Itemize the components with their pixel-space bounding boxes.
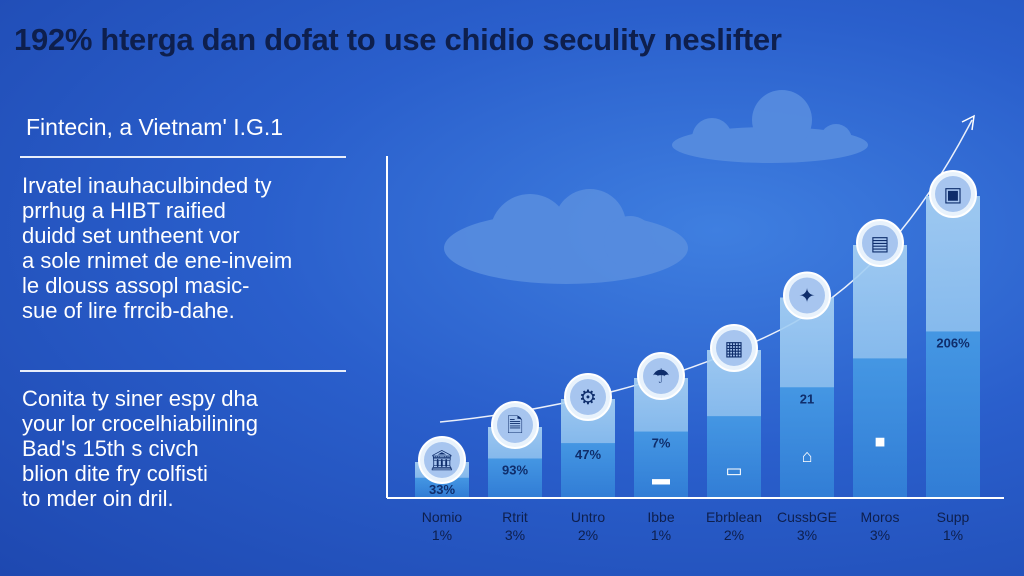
paragraph-line: your lor crocelhiabilining bbox=[22, 411, 259, 436]
divider-top bbox=[20, 156, 346, 158]
paragraph-line: sue of lire frrcib-dahe. bbox=[22, 298, 235, 323]
category-value: 3% bbox=[797, 527, 817, 543]
building-icon: ▣ bbox=[944, 184, 963, 206]
house-icon: ⌂ bbox=[802, 446, 813, 466]
bar-group: ▭▦ bbox=[707, 324, 761, 497]
category-value: 1% bbox=[651, 527, 671, 543]
paragraph-line: Bad's 15th s civch bbox=[22, 436, 199, 461]
bar-icon-badge bbox=[564, 373, 612, 421]
page-subtitle: Fintecin, a Vietnam' I.G.1 bbox=[26, 114, 284, 140]
bar-icon-badge bbox=[637, 352, 685, 400]
category-value: 1% bbox=[943, 527, 963, 543]
bar-group: 206% ▣ bbox=[926, 170, 980, 497]
bar-lower-segment bbox=[561, 443, 615, 497]
paragraph-line: duidd set untheent vor bbox=[22, 223, 240, 248]
umbrella-icon: ☂ bbox=[652, 366, 670, 388]
bar-group: 21 ⌂ ✦ bbox=[780, 271, 834, 497]
cloud-large bbox=[444, 189, 688, 284]
bar-icon-badge bbox=[491, 401, 539, 449]
money-icon: ▬ bbox=[652, 468, 670, 488]
bar-lower-segment bbox=[707, 416, 761, 497]
category-label: Ibbe bbox=[647, 509, 674, 525]
category-label: Moros bbox=[861, 509, 900, 525]
bar-lower-segment bbox=[634, 431, 688, 497]
category-label: CussbGE bbox=[777, 509, 837, 525]
paragraph-line: Irvatel inauhaculbinded ty bbox=[22, 173, 272, 198]
bar-value-label: 33% bbox=[429, 482, 455, 497]
description-paragraph-2: Conita ty siner espy dha your lor crocel… bbox=[22, 386, 258, 511]
bar-icon-badge bbox=[856, 219, 904, 267]
category-value: 1% bbox=[432, 527, 452, 543]
bar-group: ■▤ bbox=[853, 219, 907, 497]
divider-middle bbox=[20, 370, 346, 372]
bar-icon-badge-inner bbox=[643, 358, 679, 394]
bar-lower-segment bbox=[488, 458, 542, 497]
bar-lower-segment bbox=[853, 358, 907, 497]
bar-value-label: 21 bbox=[800, 391, 814, 406]
document-icon: 🗎 bbox=[507, 415, 523, 437]
cloud-small bbox=[672, 90, 868, 163]
bar-lower-segment bbox=[926, 331, 980, 497]
paragraph-line: Conita ty siner espy dha bbox=[22, 386, 259, 411]
paragraph-line: le dlouss assopl masic- bbox=[22, 273, 250, 298]
lock-icon: ■ bbox=[875, 432, 886, 452]
bar-icon-badge bbox=[418, 436, 466, 484]
category-value: 2% bbox=[724, 527, 744, 543]
bar-icon-badge-inner bbox=[935, 176, 971, 212]
bar-value-label: 7% bbox=[652, 436, 671, 451]
bar-icon-badge-inner bbox=[424, 442, 460, 478]
calculator-icon: ▦ bbox=[725, 338, 744, 360]
bar-lower-segment bbox=[780, 387, 834, 497]
bar-icon-badge-inner bbox=[570, 379, 606, 415]
bar-icon-badge-inner bbox=[497, 407, 533, 443]
category-label: Supp bbox=[937, 509, 970, 525]
wallet-icon: ▭ bbox=[725, 461, 742, 481]
page-title: 192% hterga dan dofat to use chidio secu… bbox=[14, 22, 782, 57]
paragraph-line: blion dite fry colfisti bbox=[22, 461, 208, 486]
bar-icon-badge bbox=[929, 170, 977, 218]
category-value: 2% bbox=[578, 527, 598, 543]
bar-group: 7% ▬ ☂ bbox=[634, 352, 688, 497]
bar-group: 47% ⚙ bbox=[561, 373, 615, 497]
bar-group: 33% 🏛 bbox=[415, 436, 469, 497]
atm-icon: ▤ bbox=[871, 233, 890, 255]
bar-icon-badge bbox=[783, 271, 831, 320]
paragraph-line: a sole rnimet de ene-inveim bbox=[22, 248, 293, 273]
category-label: Nomio bbox=[422, 509, 463, 525]
bar-lower-segment bbox=[415, 477, 469, 497]
bar-group: 93% 🗎 bbox=[488, 401, 542, 497]
paragraph-line: to mder oin dril. bbox=[22, 486, 174, 511]
bar-icon-badge-inner bbox=[716, 330, 752, 366]
category-label: Untro bbox=[571, 509, 605, 525]
trend-arrowhead bbox=[961, 114, 975, 131]
category-label: Ebrblean bbox=[706, 509, 762, 525]
trend-curve bbox=[439, 119, 973, 423]
bar-value-label: 206% bbox=[936, 335, 970, 350]
bar-value-label: 47% bbox=[575, 447, 601, 462]
bar-icon-badge bbox=[710, 324, 758, 372]
category-label: Rtrit bbox=[502, 509, 528, 525]
stamp-icon: ⚙ bbox=[579, 387, 597, 409]
description-paragraph-1: Irvatel inauhaculbinded ty prrhug a HIBT… bbox=[22, 173, 292, 323]
handshake-icon: ✦ bbox=[799, 286, 816, 308]
category-value: 3% bbox=[870, 527, 890, 543]
category-value: 3% bbox=[505, 527, 525, 543]
bar-value-label: 93% bbox=[502, 463, 528, 478]
bar-icon-badge-inner bbox=[789, 277, 825, 314]
bar-icon-badge-inner bbox=[862, 225, 898, 261]
paragraph-line: prrhug a HIBT raified bbox=[22, 198, 226, 223]
bank-icon: 🏛 bbox=[429, 449, 454, 472]
